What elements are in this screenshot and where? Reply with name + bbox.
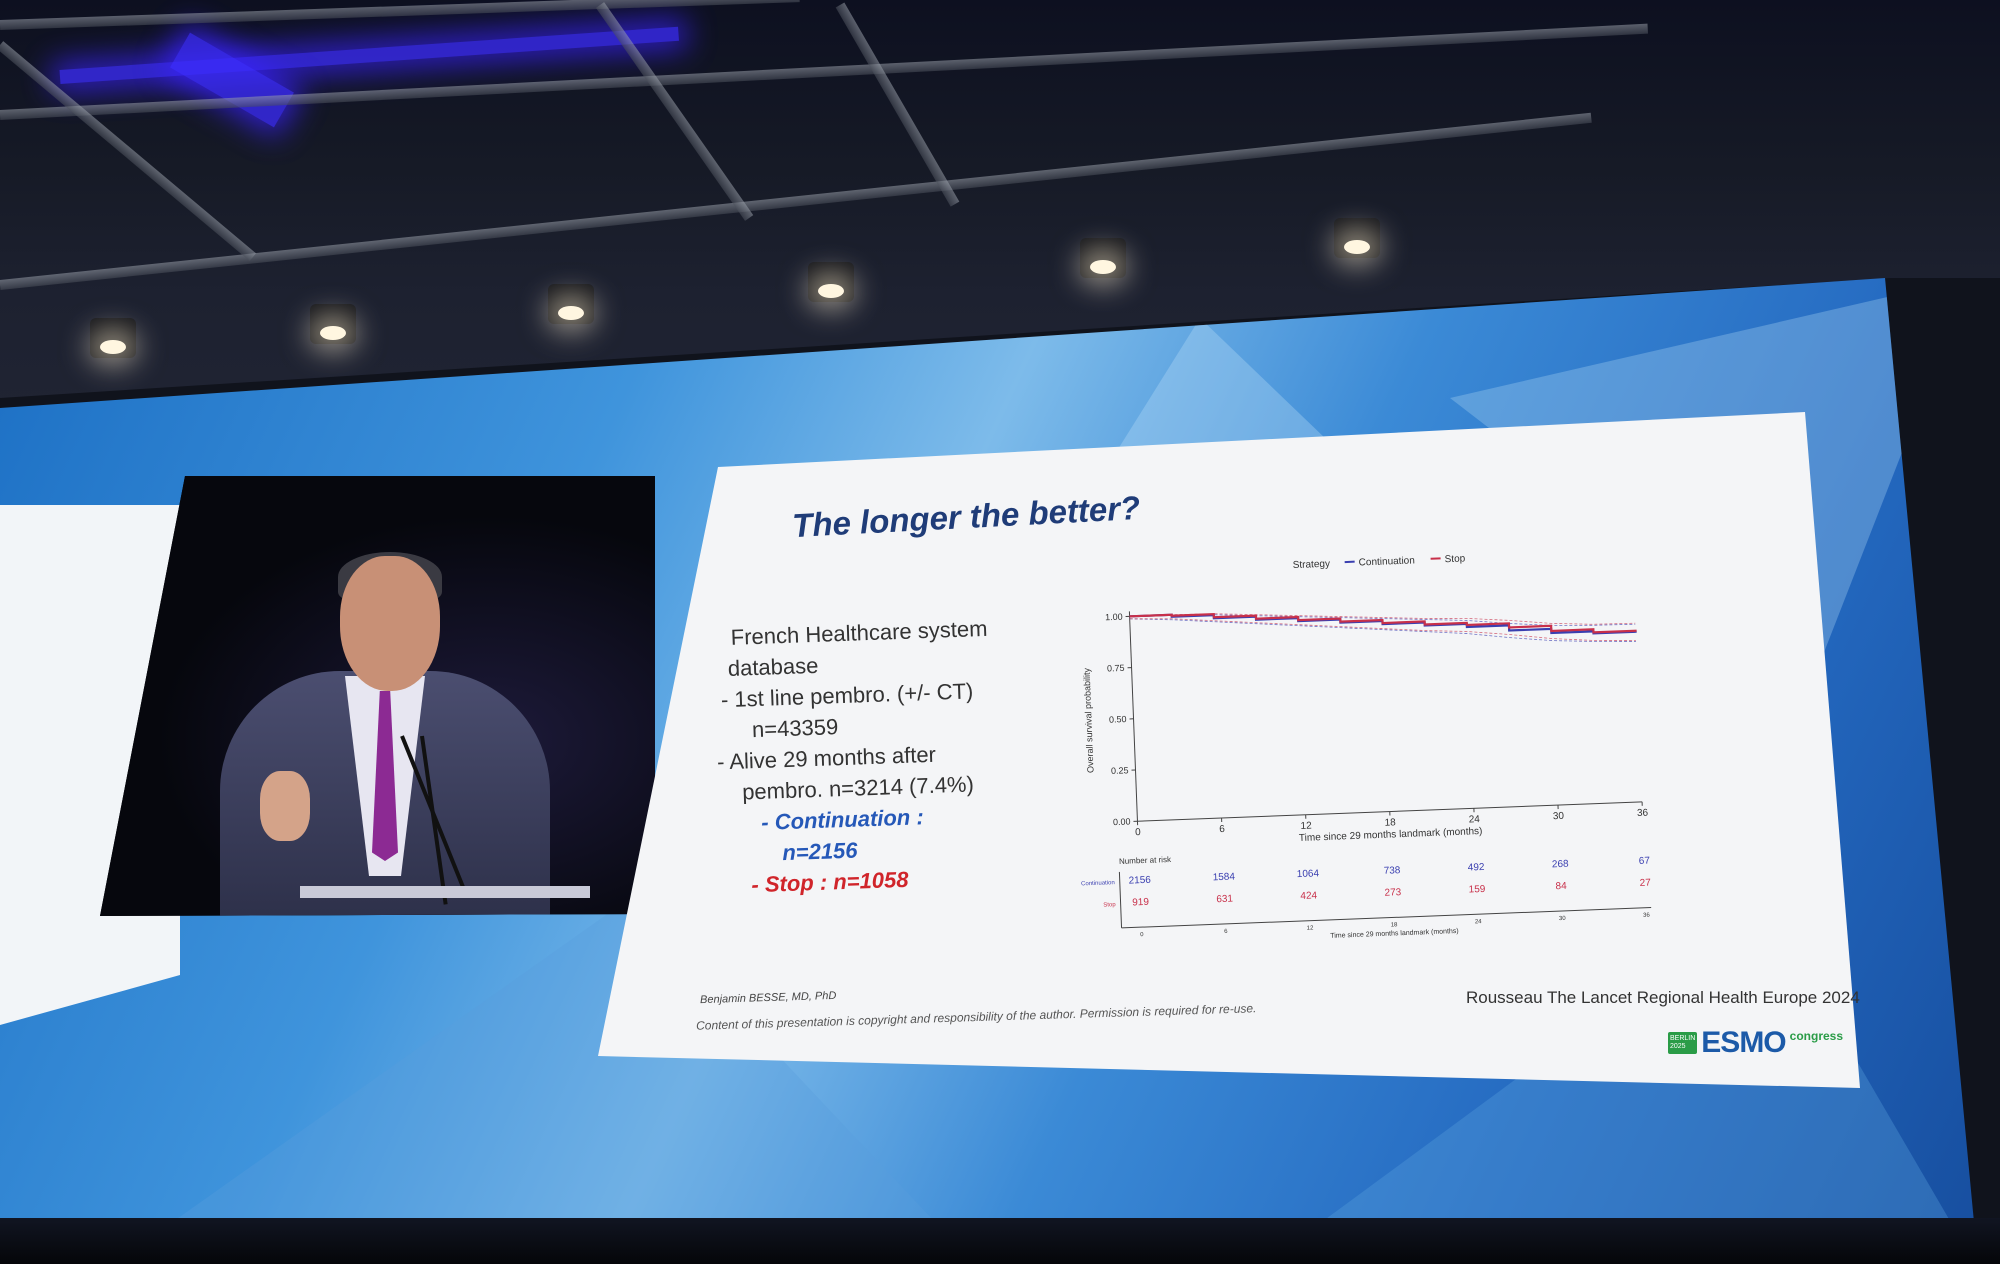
y-tick-label: 0.25 <box>1111 765 1129 776</box>
risk-table-axis <box>1118 871 1123 928</box>
slide-reference: Rousseau The Lancet Regional Health Euro… <box>1466 988 1860 1007</box>
risk-time-tick: 30 <box>1559 916 1567 922</box>
ceiling-truss <box>0 0 800 30</box>
ci-lower-continuation <box>1129 618 1636 642</box>
y-tick-label: 0.75 <box>1107 663 1125 674</box>
risk-cell: 67 <box>1639 856 1651 867</box>
risk-time-label: Time since 29 months landmark (months) <box>1330 928 1459 940</box>
risk-cell: 1064 <box>1297 868 1320 880</box>
x-axis-label: Time since 29 months landmark (months) <box>1299 826 1483 844</box>
x-tick-label: 0 <box>1135 827 1141 838</box>
stage-light <box>90 318 136 358</box>
stage-light <box>548 284 594 324</box>
x-tick-label: 24 <box>1469 814 1481 825</box>
esmo-badge: BERLIN 2025 <box>1668 1032 1698 1054</box>
esmo-badge-city: BERLIN <box>1670 1035 1696 1042</box>
ci-upper-stop <box>1129 613 1636 625</box>
risk-time-tick: 36 <box>1643 913 1651 919</box>
x-tick-label: 6 <box>1219 824 1225 835</box>
risk-table-baseline <box>1121 907 1652 929</box>
risk-cell: 919 <box>1132 897 1150 909</box>
risk-time-tick: 18 <box>1391 922 1399 928</box>
legend-title: Strategy <box>1293 559 1331 571</box>
stage-light <box>310 304 356 344</box>
risk-cell: 631 <box>1216 894 1234 906</box>
presentation-slide <box>598 412 1860 1088</box>
risk-table-title: Number at risk <box>1119 855 1172 866</box>
ceiling-truss <box>835 2 960 207</box>
stage-light <box>808 262 854 302</box>
stage-floor <box>0 1218 2000 1264</box>
legend-entry: Stop <box>1444 553 1465 565</box>
esmo-logo: BERLIN 2025 ESMO congress <box>1668 1026 1843 1060</box>
stage-light <box>1080 238 1126 278</box>
risk-cell: 2156 <box>1128 875 1151 887</box>
km-chart-svg: Strategy Continuation Stop 0.00 0.25 0.50 0.75… <box>1081 553 1652 940</box>
risk-cell: 1584 <box>1213 871 1236 883</box>
y-tick-label: 1.00 <box>1105 612 1123 623</box>
risk-cell: 27 <box>1639 878 1651 889</box>
risk-cell: 273 <box>1384 887 1402 899</box>
risk-cell: 84 <box>1555 881 1567 892</box>
stage-light <box>1334 218 1380 258</box>
risk-time-tick: 6 <box>1224 929 1228 935</box>
risk-cell: 492 <box>1468 862 1486 874</box>
speaker-hand <box>260 771 310 841</box>
risk-time-tick: 0 <box>1140 932 1144 938</box>
esmo-badge-year: 2025 <box>1670 1043 1686 1050</box>
risk-cell: 159 <box>1468 884 1486 896</box>
y-tick-label: 0.00 <box>1113 816 1131 827</box>
x-tick-label: 18 <box>1384 817 1396 828</box>
series-line-stop <box>1129 613 1637 634</box>
risk-cell: 738 <box>1384 865 1402 877</box>
survival-chart: Strategy Continuation Stop 0.00 0.25 0.50 0.75… <box>1032 536 1667 969</box>
x-tick-label: 36 <box>1637 808 1649 819</box>
risk-time-tick: 12 <box>1307 926 1315 932</box>
esmo-congress: congress <box>1789 1029 1844 1043</box>
risk-time-tick: 24 <box>1475 919 1483 925</box>
y-axis-line <box>1128 611 1138 822</box>
legend-entry: Continuation <box>1359 555 1416 568</box>
x-tick-label: 12 <box>1300 821 1312 832</box>
ci-lower-stop <box>1129 618 1636 641</box>
podium <box>300 886 590 898</box>
ceiling-truss <box>0 112 1592 290</box>
blue-led-strip <box>170 32 294 128</box>
risk-cell: 424 <box>1300 890 1318 902</box>
blue-led-strip <box>59 26 679 84</box>
speaker-head <box>340 556 440 691</box>
risk-cell: 268 <box>1552 859 1570 871</box>
y-axis-label: Overall survival probability <box>1082 667 1096 773</box>
esmo-wordmark: ESMO <box>1701 1026 1786 1059</box>
risk-row-label: Continuation <box>1081 880 1115 887</box>
slide-bullets: French Healthcare system database - 1st … <box>717 610 1070 900</box>
x-tick-label: 30 <box>1553 811 1565 822</box>
risk-row-label: Stop <box>1103 902 1116 908</box>
speaker-video <box>100 476 655 916</box>
y-tick-label: 0.50 <box>1109 714 1127 725</box>
series-line-continuation <box>1129 613 1637 635</box>
